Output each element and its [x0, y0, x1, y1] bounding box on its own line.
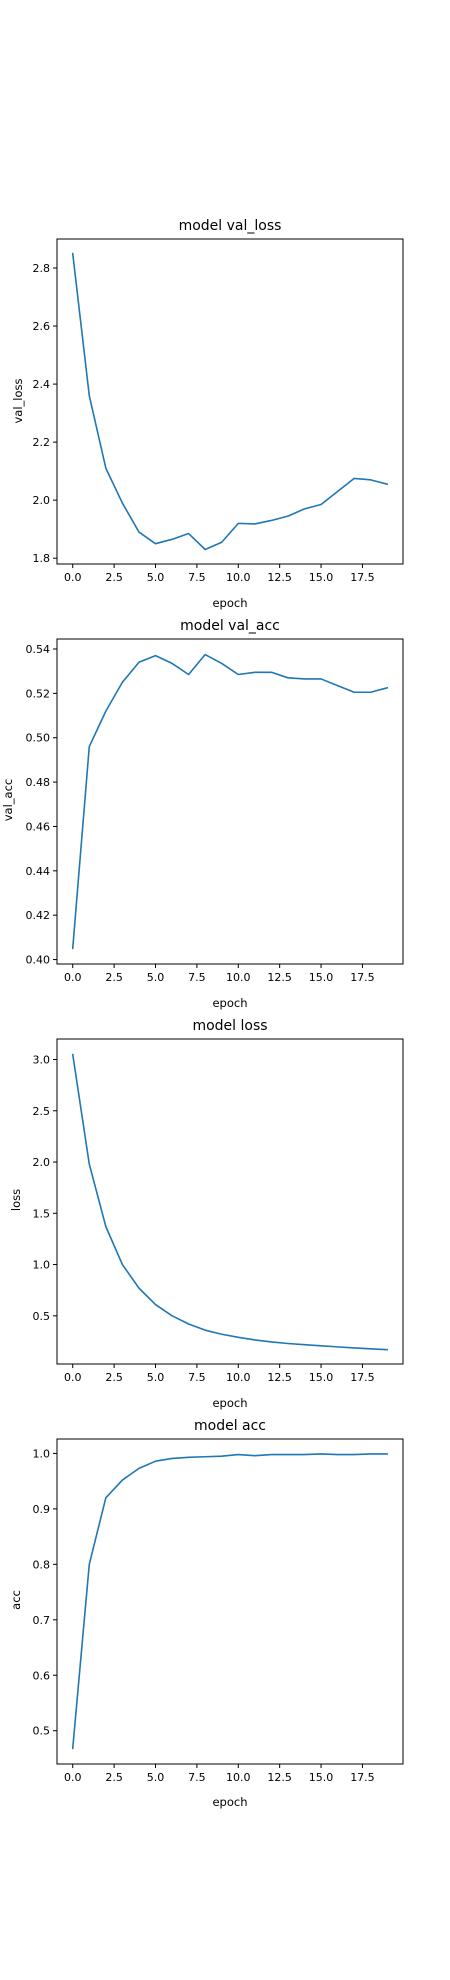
x-axis-label: epoch — [212, 596, 247, 610]
series-line — [71, 1453, 389, 1750]
y-tick-label: 0.52 — [26, 687, 51, 700]
x-tick-label: 15.0 — [309, 571, 334, 584]
x-tick-label: 10.0 — [226, 971, 251, 984]
x-tick-label: 17.5 — [350, 571, 375, 584]
axis-ticks: 0.0 2.5 5.0 7.5 10.0 12.5 15.0 17.5 0.5 1.0 1.5 2.0… — [33, 1054, 375, 1384]
x-tick-label: 2.5 — [105, 971, 123, 984]
chart-title: model val_acc — [180, 618, 280, 634]
x-tick-label: 10.0 — [226, 571, 251, 584]
y-tick-label: 2.0 — [33, 1156, 51, 1169]
series-line — [71, 1053, 389, 1351]
plot-area — [71, 653, 389, 950]
x-tick-label: 2.5 — [105, 1371, 123, 1384]
x-tick-label: 17.5 — [350, 971, 375, 984]
x-axis-label: epoch — [212, 1396, 247, 1410]
y-tick-label: 0.48 — [26, 776, 51, 789]
y-tick-label: 0.54 — [26, 643, 51, 656]
x-tick-label: 12.5 — [267, 1371, 292, 1384]
y-tick-label: 0.7 — [33, 1614, 51, 1627]
axes-frame — [56, 1038, 404, 1365]
y-axis-label: acc — [9, 1590, 23, 1610]
x-tick-label: 15.0 — [309, 971, 334, 984]
y-tick-label: 0.8 — [33, 1558, 51, 1571]
x-tick-label: 12.5 — [267, 971, 292, 984]
x-tick-label: 12.5 — [267, 1771, 292, 1784]
y-tick-label: 3.0 — [33, 1054, 51, 1067]
y-axis-label: val_acc — [1, 779, 15, 822]
y-tick-label: 2.4 — [33, 378, 51, 391]
axis-ticks: 0.0 2.5 5.0 7.5 10.0 12.5 15.0 17.5 0.40 0.42 0.44… — [26, 643, 375, 984]
chart-val-loss: model val_loss val_loss epoch 0.0 2.5 5.0 7… — [11, 218, 404, 610]
y-tick-label: 1.5 — [33, 1207, 51, 1220]
axes-frame — [56, 238, 404, 565]
series-line — [71, 653, 389, 950]
y-tick-label: 0.42 — [26, 909, 51, 922]
y-tick-label: 2.6 — [33, 320, 51, 333]
x-tick-label: 7.5 — [188, 1771, 206, 1784]
x-tick-label: 17.5 — [350, 1771, 375, 1784]
y-tick-label: 0.50 — [26, 732, 51, 745]
x-tick-label: 0.0 — [64, 971, 82, 984]
y-tick-label: 1.0 — [33, 1259, 51, 1272]
x-tick-label: 0.0 — [64, 571, 82, 584]
chart-loss: model loss loss epoch 0.0 2.5 5.0 7.5 10.0 12… — [9, 1018, 404, 1410]
y-tick-label: 2.0 — [33, 494, 51, 507]
chart-title: model loss — [192, 1018, 267, 1034]
series-line — [71, 252, 389, 551]
y-tick-label: 0.5 — [33, 1725, 51, 1738]
x-tick-label: 12.5 — [267, 571, 292, 584]
x-tick-label: 10.0 — [226, 1771, 251, 1784]
x-tick-label: 2.5 — [105, 571, 123, 584]
y-tick-label: 2.2 — [33, 436, 51, 449]
x-tick-label: 2.5 — [105, 1771, 123, 1784]
y-tick-label: 1.0 — [33, 1447, 51, 1460]
x-tick-label: 5.0 — [147, 971, 165, 984]
chart-title: model val_loss — [179, 218, 282, 234]
x-tick-label: 17.5 — [350, 1371, 375, 1384]
plot-area — [71, 1453, 389, 1750]
y-tick-label: 0.6 — [33, 1669, 51, 1682]
axes-frame — [56, 638, 404, 965]
x-tick-label: 7.5 — [188, 571, 206, 584]
y-tick-label: 2.8 — [33, 262, 51, 275]
x-tick-label: 7.5 — [188, 971, 206, 984]
plot-area — [71, 1053, 389, 1351]
x-tick-label: 5.0 — [147, 1771, 165, 1784]
x-axis-label: epoch — [212, 1795, 247, 1809]
x-tick-label: 15.0 — [309, 1371, 334, 1384]
chart-val-acc: model val_acc val_acc epoch 0.0 2.5 5.0 7.5… — [1, 618, 404, 1010]
y-tick-label: 0.9 — [33, 1503, 51, 1516]
plot-area — [71, 252, 389, 551]
axes-frame — [56, 1438, 404, 1765]
x-tick-label: 15.0 — [309, 1771, 334, 1784]
x-tick-label: 5.0 — [147, 571, 165, 584]
y-tick-label: 1.8 — [33, 552, 51, 565]
y-axis-label: val_loss — [11, 378, 25, 423]
chart-acc: model acc acc epoch 0.0 2.5 5.0 7.5 10.0 12.5… — [9, 1418, 404, 1809]
x-axis-label: epoch — [212, 996, 247, 1010]
x-tick-label: 5.0 — [147, 1371, 165, 1384]
x-tick-label: 10.0 — [226, 1371, 251, 1384]
axis-ticks: 0.0 2.5 5.0 7.5 10.0 12.5 15.0 17.5 0.5 0.6 0.7 0.8… — [33, 1447, 375, 1784]
y-tick-label: 0.46 — [26, 820, 51, 833]
chart-title: model acc — [194, 1418, 266, 1434]
y-tick-label: 0.40 — [26, 954, 51, 967]
x-tick-label: 7.5 — [188, 1371, 206, 1384]
y-axis-label: loss — [9, 1189, 23, 1211]
y-tick-label: 2.5 — [33, 1105, 51, 1118]
y-tick-label: 0.44 — [26, 865, 51, 878]
x-tick-label: 0.0 — [64, 1371, 82, 1384]
y-tick-label: 0.5 — [33, 1310, 51, 1323]
axis-ticks: 0.0 2.5 5.0 7.5 10.0 12.5 15.0 17.5 1.8 2.0 2.2 2.4… — [33, 262, 375, 584]
x-tick-label: 0.0 — [64, 1771, 82, 1784]
